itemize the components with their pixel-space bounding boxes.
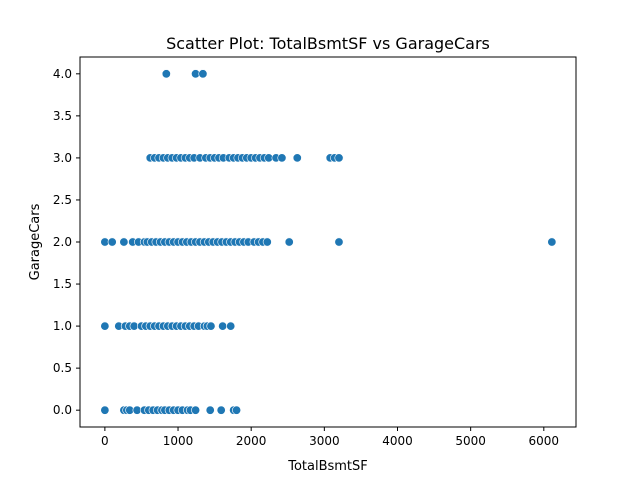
y-tick-label: 1.0	[53, 319, 72, 333]
scatter-point-115	[334, 153, 344, 163]
y-tick-label: 4.0	[53, 67, 72, 81]
y-tick-label: 1.5	[53, 277, 72, 291]
points-layer	[100, 69, 557, 415]
y-tick-label: 2.0	[53, 235, 72, 249]
scatter-point-116	[161, 69, 171, 79]
chart-title: Scatter Plot: TotalBsmtSF vs GarageCars	[166, 34, 490, 53]
y-axis: 0.0 0.5 1.0 1.5 2.0 2.5 3.0 3.5 4.0	[53, 67, 80, 417]
y-tick-label: 0.0	[53, 403, 72, 417]
scatter-point-45	[226, 321, 236, 331]
scatter-point-79	[262, 237, 272, 247]
scatter-point-82	[547, 237, 557, 247]
scatter-point-112	[292, 153, 302, 163]
x-tick-label: 5000	[455, 434, 486, 448]
scatter-point-43	[206, 321, 216, 331]
y-tick-label: 3.5	[53, 109, 72, 123]
scatter-point-21	[232, 405, 242, 415]
scatter-point-22	[100, 321, 110, 331]
x-axis: 0 1000 2000 3000 4000 5000 6000	[101, 427, 559, 448]
scatter-point-111	[277, 153, 287, 163]
x-axis-label: TotalBsmtSF	[287, 459, 368, 474]
y-axis-label: GarageCars	[28, 203, 43, 280]
scatter-point-48	[119, 237, 129, 247]
scatter-point-47	[107, 237, 117, 247]
scatter-point-44	[218, 321, 228, 331]
scatter-point-17	[191, 405, 201, 415]
scatter-point-118	[198, 69, 208, 79]
y-tick-label: 2.5	[53, 193, 72, 207]
x-tick-label: 1000	[163, 434, 194, 448]
x-tick-label: 0	[101, 434, 109, 448]
scatter-point-19	[216, 405, 226, 415]
x-tick-label: 4000	[382, 434, 413, 448]
x-tick-label: 2000	[236, 434, 267, 448]
scatter-point-0	[100, 405, 110, 415]
x-tick-label: 3000	[309, 434, 340, 448]
x-tick-label: 6000	[529, 434, 560, 448]
y-tick-label: 0.5	[53, 361, 72, 375]
scatter-point-18	[205, 405, 215, 415]
scatter-point-80	[284, 237, 294, 247]
y-tick-label: 3.0	[53, 151, 72, 165]
scatter-point-81	[334, 237, 344, 247]
